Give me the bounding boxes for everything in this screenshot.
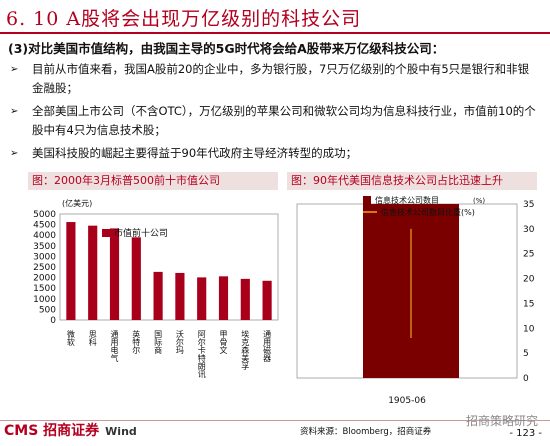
legend-swatch bbox=[363, 196, 371, 204]
x-tick-label: 微软 bbox=[66, 329, 75, 347]
subheading: (3)对比美国市值结构，由我国主导的5G时代将会给A股带来万亿级科技公司： bbox=[8, 41, 445, 56]
bullet-3: ➢ 美国科技股的崛起主要得益于90年代政府主导经济转型的成功； bbox=[10, 144, 550, 164]
bar bbox=[109, 228, 120, 320]
y-tick-label: 4500 bbox=[33, 221, 56, 231]
x-tick-label: 英特尔 bbox=[132, 329, 141, 354]
y-tick-label: 15 bbox=[523, 299, 534, 309]
x-tick-label: 通用磁器 bbox=[263, 329, 272, 363]
page-number: - 123 - bbox=[509, 428, 542, 439]
x-tick-label: 阿尔卡特朗讯 bbox=[197, 330, 206, 379]
legend-swatch bbox=[102, 229, 110, 237]
bar bbox=[262, 280, 272, 320]
y-tick-label: 5 bbox=[523, 349, 529, 359]
y-tick-label: 2500 bbox=[33, 263, 56, 273]
y-tick-label: 30 bbox=[523, 225, 535, 235]
bar bbox=[240, 278, 250, 320]
x-tick-label: 沃尔玛 bbox=[175, 330, 184, 355]
bullet-text: 美国科技股的崛起主要得益于90年代政府主导经济转型的成功； bbox=[32, 146, 358, 160]
bar bbox=[197, 277, 207, 320]
bullet-1: ➢ 目前从市值来看，我国A股前20的企业中，多为银行股，7只万亿级别的个股中有5… bbox=[10, 60, 550, 100]
y-tick-label: 0 bbox=[523, 374, 529, 384]
legend-label: 信息技术公司数目比重(%) bbox=[381, 207, 475, 217]
y-tick-label: 4000 bbox=[33, 231, 56, 241]
cms-logo: CMS 招商证券 Wind bbox=[4, 423, 137, 439]
bullet-2: ➢ 全部美国上市公司（不含OTC），万亿级别的苹果公司和微软公司均为信息科技行业… bbox=[10, 102, 550, 142]
watermark: 招商策略研究 bbox=[465, 414, 538, 428]
bar bbox=[218, 276, 229, 320]
y-tick-label: 25 bbox=[523, 250, 534, 260]
plot-frame bbox=[59, 213, 279, 321]
legend-label: 市值前十公司 bbox=[114, 227, 168, 239]
title-divider bbox=[0, 32, 550, 34]
footer-divider bbox=[0, 420, 550, 421]
y-tick-label: 5000 bbox=[33, 210, 56, 220]
y-tick-label: 1500 bbox=[33, 284, 56, 294]
arrow-bullet-icon: ➢ bbox=[10, 64, 19, 75]
it-share-bar-chart: 0 5 10 15 20 25 30 35 1905-06 信息技术公司数目 (%) 信息技术公司数目… bbox=[296, 195, 535, 406]
x-tick-label: 通用电气 bbox=[110, 329, 119, 362]
x-tick-label: 思科 bbox=[88, 330, 97, 347]
arrow-bullet-icon: ➢ bbox=[10, 148, 19, 159]
y-tick-label: 3500 bbox=[33, 242, 56, 252]
legend-label: 信息技术公司数目 bbox=[375, 195, 439, 205]
bar bbox=[66, 222, 76, 320]
legend-unit: (%) bbox=[473, 197, 485, 205]
bar bbox=[131, 237, 141, 320]
y-tick-label: 500 bbox=[39, 305, 56, 315]
y-tick-label: 0 bbox=[50, 316, 56, 326]
y-tick-label: 3000 bbox=[33, 252, 56, 262]
arrow-bullet-icon: ➢ bbox=[10, 106, 19, 117]
y-tick-label: 2000 bbox=[33, 274, 56, 284]
x-tick-label: 国际商 bbox=[154, 330, 163, 355]
left-chart-title: 图：2000年3月标普500前十市值公司 bbox=[28, 172, 278, 190]
bar bbox=[88, 225, 98, 320]
source-note: 资料来源：Bloomberg，招商证券 bbox=[300, 427, 432, 437]
y-tick-label: 35 bbox=[523, 200, 534, 210]
bullet-text: 全部美国上市公司（不含OTC），万亿级别的苹果公司和微软公司均为信息科技行业，市… bbox=[32, 104, 536, 137]
x-tick-label: 甲骨文 bbox=[219, 330, 228, 355]
right-chart-title: 图：90年代美国信息技术公司占比迅速上升 bbox=[287, 172, 537, 190]
x-tick-label: 1905-06 bbox=[388, 396, 426, 406]
x-tick-label: 埃克森美孚 bbox=[241, 329, 250, 370]
market-cap-bar-chart: 0500100015002000250030003500400045005000… bbox=[33, 198, 279, 379]
bar bbox=[175, 272, 185, 320]
y-tick-label: 20 bbox=[523, 275, 535, 285]
bar bbox=[153, 271, 163, 320]
bullet-text: 目前从市值来看，我国A股前20的企业中，多为银行股，7只万亿级别的个股中有5只是… bbox=[32, 62, 530, 95]
y-tick-label: 1000 bbox=[33, 295, 56, 305]
y-unit-label: (亿美元) bbox=[62, 198, 92, 208]
page-title: 6. 10 A股将会出现万亿级别的科技公司 bbox=[6, 8, 362, 30]
y-tick-label: 10 bbox=[523, 324, 535, 334]
